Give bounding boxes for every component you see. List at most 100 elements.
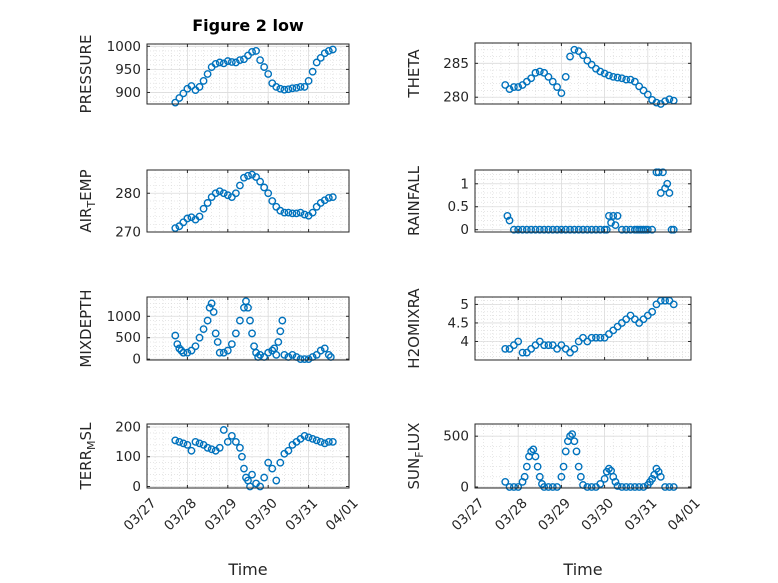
data-point [276, 206, 285, 215]
data-point [171, 331, 180, 340]
data-point [514, 337, 523, 346]
data-point [252, 173, 260, 181]
data-point [300, 83, 309, 91]
data-point [587, 60, 596, 69]
data-series [171, 45, 337, 107]
data-point [574, 47, 583, 56]
data-point [557, 472, 566, 481]
data-point [187, 346, 196, 355]
data-point [205, 303, 214, 312]
data-point [561, 447, 570, 456]
data-point [527, 447, 536, 456]
y-tick-label: 270 [115, 225, 141, 241]
data-point [514, 225, 523, 234]
subplot-5: 0 500 1000 MIXDEPTH [77, 289, 350, 368]
data-point [505, 216, 514, 225]
y-tick-label: 0 [132, 479, 141, 495]
data-point [648, 225, 657, 234]
data-point [268, 346, 277, 355]
axes-box [146, 296, 350, 361]
data-point [574, 225, 583, 234]
data-point [596, 480, 605, 488]
data-point [276, 458, 285, 467]
data-point [296, 83, 305, 91]
data-point [191, 342, 200, 351]
data-point [280, 350, 289, 359]
data-point [248, 470, 256, 479]
data-point [320, 439, 329, 448]
x-tick-label: 03/29 [535, 495, 574, 534]
data-point [199, 325, 208, 334]
data-point [617, 483, 626, 491]
data-point [248, 47, 256, 56]
data-point [238, 452, 246, 461]
data-point [607, 218, 615, 227]
data-point [648, 474, 657, 483]
data-point [272, 83, 281, 91]
y-tick-label: 0.5 [448, 199, 469, 215]
data-point [544, 483, 553, 491]
data-point [630, 77, 639, 86]
data-point [227, 432, 236, 440]
data-point [246, 482, 254, 491]
data-point [605, 464, 613, 473]
y-tick-label: 285 [443, 56, 469, 72]
data-point [207, 445, 216, 454]
data-point [316, 53, 325, 62]
data-point [195, 83, 204, 91]
data-point [278, 316, 287, 325]
data-point [240, 464, 248, 473]
data-point [203, 443, 212, 452]
data-point [274, 338, 283, 346]
data-point [561, 72, 570, 81]
data-point [252, 47, 260, 55]
y-axis-label: TERRMSL [77, 422, 98, 491]
data-point [236, 56, 244, 65]
data-point [223, 437, 232, 446]
y-tick-label: 100 [115, 449, 141, 465]
data-point [609, 212, 618, 220]
data-point [661, 184, 669, 193]
data-point [596, 333, 605, 342]
axes-box [474, 169, 692, 233]
y-tick-label: 0 [132, 352, 141, 368]
data-point [592, 333, 600, 342]
data-point [312, 202, 321, 211]
y-tick-label: 0 [460, 479, 469, 495]
data-point [579, 51, 587, 60]
data-point [215, 187, 224, 196]
data-point [665, 189, 674, 197]
data-point [207, 193, 216, 202]
x-axis-label: Time [562, 560, 602, 579]
x-axis-label: Time [227, 560, 267, 579]
data-point [535, 67, 544, 76]
data-point [223, 191, 232, 200]
axes-box [146, 43, 350, 105]
data-series [501, 45, 678, 108]
data-point [276, 84, 285, 93]
data-point [213, 338, 222, 346]
data-point [280, 85, 289, 94]
data-point [308, 67, 317, 76]
y-tick-label: 0 [460, 222, 469, 238]
data-point [514, 83, 523, 91]
data-point [191, 437, 200, 446]
data-point [553, 225, 561, 234]
data-point [602, 225, 611, 234]
data-point [548, 77, 557, 86]
data-point [643, 90, 652, 99]
data-point [268, 464, 277, 473]
data-point [535, 472, 544, 481]
data-point [300, 432, 309, 440]
data-point [260, 63, 269, 71]
data-point [209, 308, 218, 316]
data-point [522, 225, 531, 234]
data-point [503, 212, 512, 220]
data-point [576, 472, 585, 481]
data-point [665, 483, 674, 491]
data-point [553, 483, 561, 491]
data-point [246, 316, 254, 325]
data-point [211, 59, 220, 68]
data-point [611, 477, 620, 486]
data-point [179, 218, 188, 227]
